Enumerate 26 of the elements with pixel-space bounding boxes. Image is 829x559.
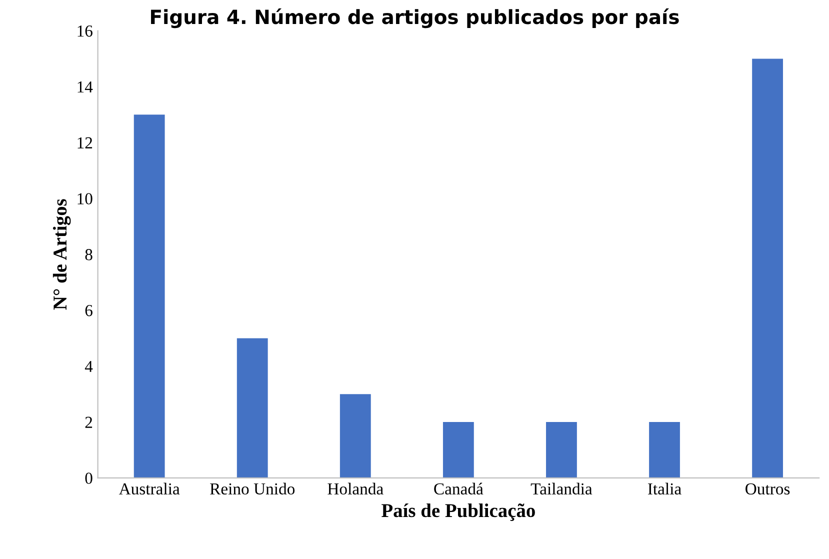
x-tick-label: Canadá (434, 482, 484, 495)
y-tick-label: 14 (78, 81, 93, 92)
bar (134, 114, 165, 478)
bar (649, 422, 680, 478)
y-tick-label: 12 (78, 137, 92, 148)
y-tick-label: 8 (85, 249, 92, 260)
y-tick-label: 0 (85, 472, 92, 484)
x-tick-label: Tailandia (530, 482, 592, 495)
x-tick-label: Australia (118, 482, 180, 495)
bar (546, 422, 577, 478)
y-tick-label: 16 (78, 25, 92, 37)
x-axis-title: País de Publicação (382, 503, 535, 521)
y-tick-label: 10 (78, 193, 92, 204)
x-tick-label: Italia (648, 482, 682, 495)
bar (236, 338, 268, 478)
y-tick-label: 6 (85, 304, 92, 316)
bar (752, 58, 783, 478)
chart-title: Figura 4. Número de artigos publicados por país (151, 8, 679, 28)
x-tick-label: Outros (746, 483, 790, 495)
bar (442, 422, 474, 478)
bar (340, 394, 371, 478)
y-tick-label: 2 (85, 416, 92, 428)
x-tick-label: Reino Unido (210, 482, 295, 495)
x-tick-label: Holanda (328, 482, 384, 495)
y-tick-label: 4 (84, 360, 93, 372)
y-axis-title: N° de Artigos (52, 199, 71, 310)
